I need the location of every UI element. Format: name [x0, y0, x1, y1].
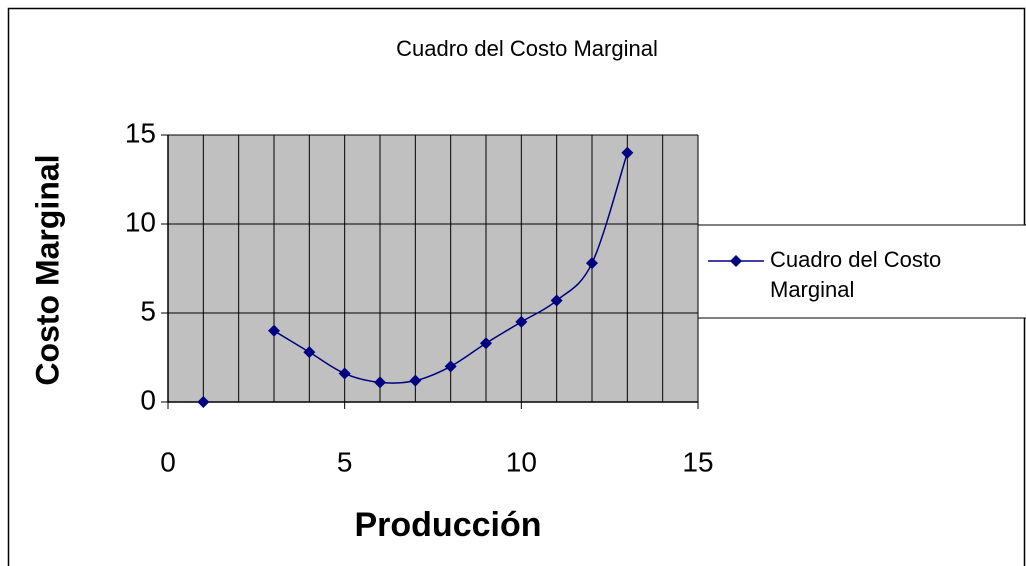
x-tick-label: 10	[506, 446, 537, 477]
data-point	[550, 294, 563, 307]
data-point	[338, 367, 351, 380]
data-point	[409, 374, 422, 387]
legend-label-box: Cuadro del Costo Marginal	[770, 247, 942, 302]
x-tick-label: 5	[337, 446, 353, 477]
data-point	[268, 324, 280, 337]
x-tick-label: 15	[682, 446, 713, 477]
legend-label: Cuadro del Costo Marginal	[770, 247, 942, 302]
legend-marker	[730, 255, 742, 267]
data-point	[374, 376, 386, 389]
y-tick-label: 0	[140, 384, 156, 415]
data-point	[586, 257, 598, 270]
chart-title: Cuadro del Costo Marginal	[396, 36, 658, 61]
legend-box	[697, 224, 1026, 319]
data-point	[480, 337, 492, 350]
data-point	[444, 360, 457, 373]
y-tick-label: 10	[125, 206, 156, 237]
plot-area	[168, 135, 698, 402]
y-tick-label: 15	[125, 117, 156, 148]
data-point	[197, 396, 210, 408]
x-tick-label: 0	[160, 446, 176, 477]
data-point	[621, 146, 634, 159]
y-axis-label: Costo Marginal	[29, 154, 65, 385]
data-point	[303, 346, 316, 359]
x-axis-label: Producción	[354, 506, 541, 544]
data-point	[515, 315, 528, 328]
y-tick-label: 5	[140, 295, 156, 326]
